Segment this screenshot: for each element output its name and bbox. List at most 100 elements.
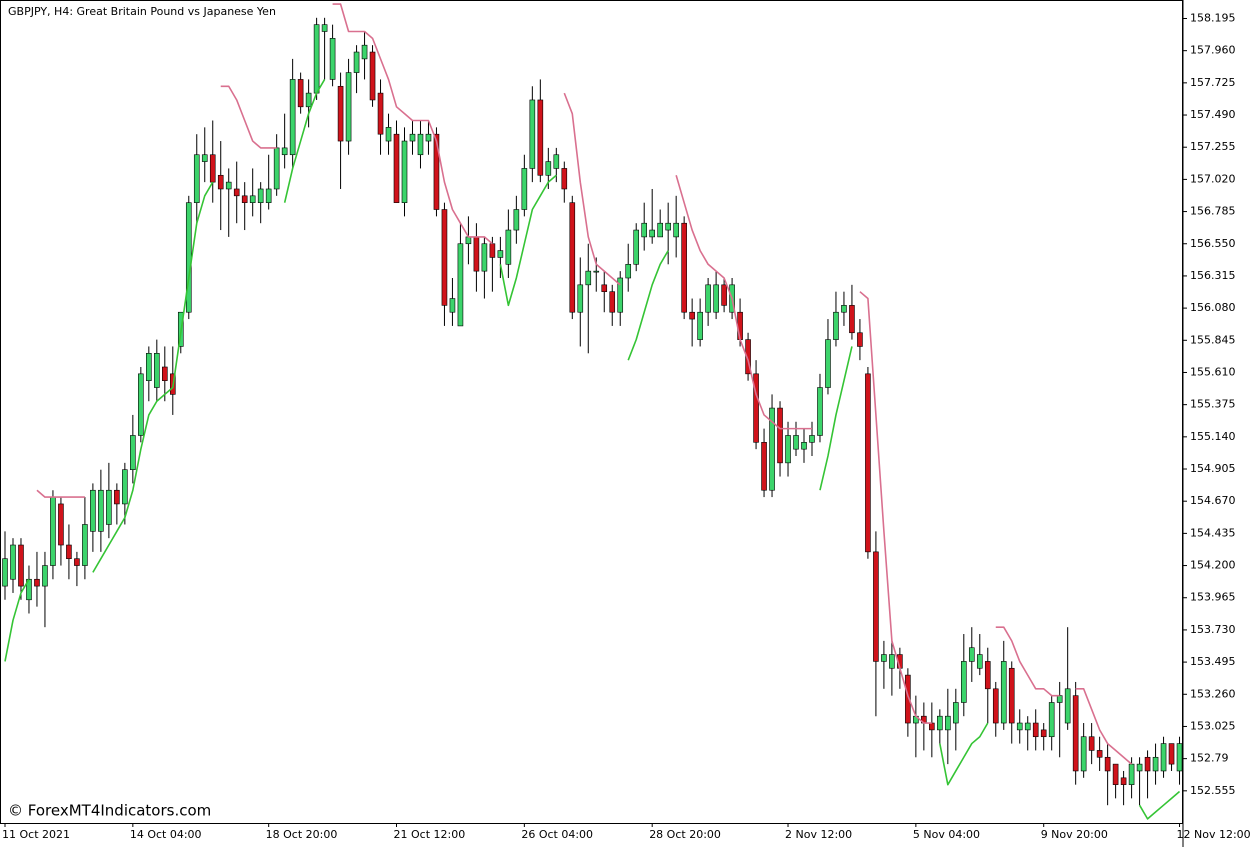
candle-body xyxy=(545,161,552,176)
candle-body xyxy=(225,181,232,190)
candle-body xyxy=(18,544,24,587)
candle-body xyxy=(769,407,775,491)
candle-body xyxy=(393,133,400,203)
candle-body xyxy=(1072,695,1079,772)
candle-body xyxy=(249,195,256,203)
candle-body xyxy=(26,578,32,601)
candle-body xyxy=(937,715,943,731)
candle-body xyxy=(713,284,719,313)
y-tick-label: 154.200 xyxy=(1190,559,1236,572)
candle-body xyxy=(929,722,935,731)
candle-body xyxy=(481,243,488,272)
candle-body xyxy=(114,489,120,505)
candle-body xyxy=(577,284,584,313)
candle-body xyxy=(968,647,975,662)
candle-body xyxy=(817,387,823,436)
candle-body xyxy=(313,24,320,94)
candle-body xyxy=(265,188,272,203)
candle-body xyxy=(281,147,288,156)
candle-body xyxy=(185,202,192,313)
candle-body xyxy=(753,373,759,443)
candle-body xyxy=(146,353,152,381)
candle-body xyxy=(1168,743,1175,765)
candle-body xyxy=(353,51,360,73)
candle-body xyxy=(130,435,136,470)
candle-body xyxy=(1160,743,1167,772)
candle-body xyxy=(329,38,336,80)
candle-body xyxy=(1032,722,1039,738)
candle-body xyxy=(521,168,528,210)
y-tick-label: 156.315 xyxy=(1190,269,1236,282)
candle-body xyxy=(241,195,248,203)
y-tick-label: 153.730 xyxy=(1190,623,1236,636)
candle-body xyxy=(641,222,648,238)
candle-body xyxy=(154,353,160,388)
candle-body xyxy=(841,305,847,313)
y-tick-label: 154.435 xyxy=(1190,526,1236,539)
candle-body xyxy=(1064,688,1071,724)
candle-body xyxy=(697,311,703,340)
y-tick-label: 155.140 xyxy=(1190,430,1236,443)
candle-body xyxy=(745,339,751,375)
y-tick-label: 157.725 xyxy=(1190,76,1236,89)
y-tick-label: 153.965 xyxy=(1190,591,1236,604)
candle-body xyxy=(50,496,56,566)
candle-body xyxy=(1008,667,1015,724)
x-tick-label: 11 Oct 2021 xyxy=(2,828,70,841)
candle-body xyxy=(1080,736,1087,772)
y-tick-label: 153.495 xyxy=(1190,655,1236,668)
candle-body xyxy=(273,147,280,190)
candle-body xyxy=(1176,743,1183,772)
candle-body xyxy=(2,558,8,587)
candle-body xyxy=(289,79,296,156)
indicator-line xyxy=(36,3,1133,765)
candle-body xyxy=(162,366,168,381)
candle-body xyxy=(785,435,791,464)
candle-body xyxy=(1128,763,1135,785)
candle-body xyxy=(1152,756,1159,772)
y-tick-label: 153.260 xyxy=(1190,687,1236,700)
candle-body xyxy=(649,229,655,238)
y-tick-label: 156.785 xyxy=(1190,205,1236,218)
candle-body xyxy=(90,489,96,532)
y-tick-label: 156.550 xyxy=(1190,237,1236,250)
y-tick-label: 155.375 xyxy=(1190,398,1236,411)
x-tick-label: 18 Oct 20:00 xyxy=(266,828,338,841)
indicator-line xyxy=(4,79,1181,820)
candle-body xyxy=(609,291,616,313)
candle-body xyxy=(689,311,695,320)
candle-body xyxy=(857,332,863,347)
y-tick-label: 154.670 xyxy=(1190,494,1236,507)
candle-body xyxy=(489,243,496,258)
y-tick-label: 154.905 xyxy=(1190,462,1236,475)
candle-body xyxy=(10,544,16,580)
candle-body xyxy=(505,229,512,265)
x-tick-label: 28 Oct 20:00 xyxy=(649,828,721,841)
candle-body xyxy=(377,92,384,135)
candle-body xyxy=(1144,756,1151,772)
candle-body xyxy=(361,44,368,60)
candle-body xyxy=(369,51,376,101)
x-tick-label: 9 Nov 20:00 xyxy=(1041,828,1108,841)
candle-body xyxy=(617,277,624,313)
candle-body xyxy=(681,222,687,313)
candle-body xyxy=(537,99,544,176)
candle-body xyxy=(1040,729,1047,738)
x-tick-label: 21 Oct 12:00 xyxy=(394,828,466,841)
candle-body xyxy=(449,298,456,313)
candle-body xyxy=(960,661,967,703)
candle-body xyxy=(409,133,416,142)
chart-title: GBPJPY, H4: Great Britain Pound vs Japan… xyxy=(8,5,276,18)
candle-body xyxy=(201,154,208,162)
candle-body xyxy=(1048,702,1055,738)
x-tick-label: 12 Nov 12:00 xyxy=(1177,828,1251,841)
candle-body xyxy=(257,188,264,203)
candle-body xyxy=(417,133,424,156)
candle-body xyxy=(889,654,895,669)
y-tick-label: 153.025 xyxy=(1190,719,1236,732)
candle-body xyxy=(625,263,632,279)
candle-body xyxy=(1096,750,1103,758)
candle-body xyxy=(425,133,432,142)
candle-body xyxy=(657,222,663,238)
y-tick-label: 152.555 xyxy=(1190,784,1236,797)
